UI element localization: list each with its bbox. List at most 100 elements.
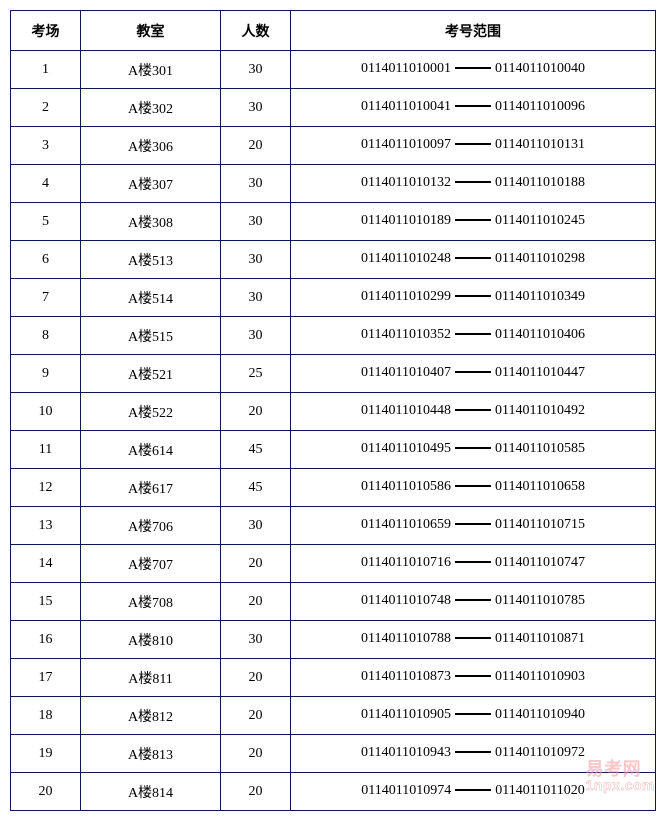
- range-dash-icon: [455, 67, 491, 69]
- range-start: 0114011010716: [361, 555, 451, 571]
- range-end: 0114011010349: [495, 289, 585, 305]
- cell-classroom: A楼814: [81, 773, 221, 811]
- cell-count: 30: [221, 203, 291, 241]
- cell-range: 01140110100410114011010096: [291, 89, 656, 127]
- cell-room-no: 14: [11, 545, 81, 583]
- cell-room-no: 4: [11, 165, 81, 203]
- cell-room-no: 11: [11, 431, 81, 469]
- range-dash-icon: [455, 713, 491, 715]
- range-dash-icon: [455, 371, 491, 373]
- range-end: 0114011010188: [495, 175, 585, 191]
- table-row: 2A楼3023001140110100410114011010096: [11, 89, 656, 127]
- range-dash-icon: [455, 561, 491, 563]
- cell-classroom: A楼515: [81, 317, 221, 355]
- range-start: 0114011010248: [361, 251, 451, 267]
- cell-count: 20: [221, 773, 291, 811]
- range-end: 0114011011020: [495, 783, 584, 799]
- range-end: 0114011010040: [495, 61, 585, 77]
- range-start: 0114011010352: [361, 327, 451, 343]
- cell-room-no: 20: [11, 773, 81, 811]
- cell-classroom: A楼302: [81, 89, 221, 127]
- cell-classroom: A楼706: [81, 507, 221, 545]
- range-dash-icon: [455, 789, 491, 791]
- range-start: 0114011010586: [361, 479, 451, 495]
- cell-room-no: 12: [11, 469, 81, 507]
- cell-classroom: A楼521: [81, 355, 221, 393]
- cell-range: 01140110108730114011010903: [291, 659, 656, 697]
- cell-range: 01140110107480114011010785: [291, 583, 656, 621]
- range-end: 0114011010245: [495, 213, 585, 229]
- range-end: 0114011010406: [495, 327, 585, 343]
- table-row: 10A楼52220 0114011010448 0114011010492: [11, 393, 656, 431]
- cell-count: 30: [221, 241, 291, 279]
- table-row: 20A楼8142001140110109740114011011020: [11, 773, 656, 811]
- cell-classroom: A楼307: [81, 165, 221, 203]
- table-row: 13A楼7063001140110106590114011010715: [11, 507, 656, 545]
- cell-count: 25: [221, 355, 291, 393]
- cell-room-no: 15: [11, 583, 81, 621]
- cell-range: 01140110109740114011011020: [291, 773, 656, 811]
- range-end: 0114011010871: [495, 631, 585, 647]
- cell-count: 45: [221, 431, 291, 469]
- cell-count: 30: [221, 89, 291, 127]
- page-container: 考场 教室 人数 考号范围 1A楼30130011401101000101140…: [10, 10, 665, 811]
- cell-classroom: A楼707: [81, 545, 221, 583]
- range-end: 0114011010131: [495, 137, 585, 153]
- range-start: 0114011010407: [361, 365, 451, 381]
- range-start: 0114011010873: [361, 669, 451, 685]
- table-row: 12A楼6174501140110105860114011010658: [11, 469, 656, 507]
- table-row: 1A楼3013001140110100010114011010040: [11, 51, 656, 89]
- table-row: 16A楼8103001140110107880114011010871: [11, 621, 656, 659]
- cell-count: 30: [221, 507, 291, 545]
- range-start: 0114011010189: [361, 213, 451, 229]
- cell-classroom: A楼522: [81, 393, 221, 431]
- cell-room-no: 17: [11, 659, 81, 697]
- range-dash-icon: [455, 751, 491, 753]
- col-header-room-no: 考场: [11, 11, 81, 51]
- cell-room-no: 7: [11, 279, 81, 317]
- cell-count: 20: [221, 393, 291, 431]
- cell-range: 01140110106590114011010715: [291, 507, 656, 545]
- range-start: 0114011010788: [361, 631, 451, 647]
- cell-count: 20: [221, 127, 291, 165]
- cell-room-no: 5: [11, 203, 81, 241]
- cell-room-no: 16: [11, 621, 81, 659]
- cell-classroom: A楼708: [81, 583, 221, 621]
- cell-range: 0114011010788 0114011010871: [291, 621, 656, 659]
- cell-room-no: 18: [11, 697, 81, 735]
- table-row: 18A楼8122001140110109050114011010940: [11, 697, 656, 735]
- cell-range: 01140110100010114011010040: [291, 51, 656, 89]
- cell-range: 01140110100970114011010131: [291, 127, 656, 165]
- cell-count: 20: [221, 659, 291, 697]
- table-row: 4A楼3073001140110101320114011010188: [11, 165, 656, 203]
- table-row: 15A楼7082001140110107480114011010785: [11, 583, 656, 621]
- cell-classroom: A楼308: [81, 203, 221, 241]
- table-row: 9A楼5212501140110104070114011010447: [11, 355, 656, 393]
- table-header-row: 考场 教室 人数 考号范围: [11, 11, 656, 51]
- range-end: 0114011010972: [495, 745, 585, 761]
- range-start: 0114011010495: [361, 441, 451, 457]
- range-dash-icon: [455, 599, 491, 601]
- cell-range: 0114011010448 0114011010492: [291, 393, 656, 431]
- cell-classroom: A楼617: [81, 469, 221, 507]
- range-dash-icon: [455, 257, 491, 259]
- range-dash-icon: [455, 523, 491, 525]
- range-start: 0114011010905: [361, 707, 451, 723]
- cell-classroom: A楼301: [81, 51, 221, 89]
- col-header-count: 人数: [221, 11, 291, 51]
- range-end: 0114011010492: [495, 403, 585, 419]
- table-row: 3A楼3062001140110100970114011010131: [11, 127, 656, 165]
- cell-classroom: A楼811: [81, 659, 221, 697]
- range-end: 0114011010447: [495, 365, 585, 381]
- range-start: 0114011010448: [361, 403, 451, 419]
- cell-classroom: A楼513: [81, 241, 221, 279]
- range-start: 0114011010132: [361, 175, 451, 191]
- cell-room-no: 10: [11, 393, 81, 431]
- table-row: 19A楼8132001140110109430114011010972: [11, 735, 656, 773]
- cell-count: 30: [221, 279, 291, 317]
- cell-classroom: A楼514: [81, 279, 221, 317]
- cell-range: 0114011010352 0114011010406: [291, 317, 656, 355]
- col-header-range: 考号范围: [291, 11, 656, 51]
- cell-range: 01140110105860114011010658: [291, 469, 656, 507]
- cell-range: 0114011010407 0114011010447: [291, 355, 656, 393]
